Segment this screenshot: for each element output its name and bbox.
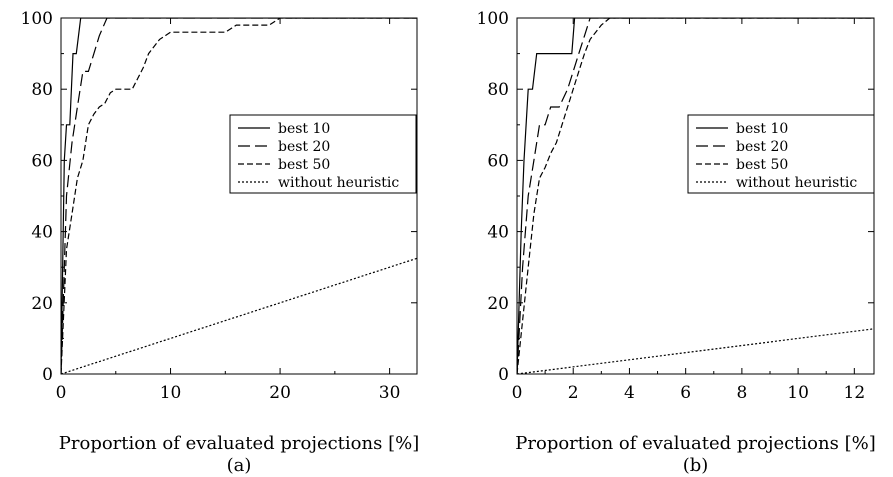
series-line-best-10 [61, 18, 417, 374]
y-tick-label: 60 [487, 151, 509, 171]
y-tick-label: 0 [42, 365, 53, 385]
x-tick-label: 0 [512, 383, 523, 403]
x-tick-label: 4 [624, 383, 635, 403]
panel-caption: (a) [227, 455, 252, 476]
y-tick-label: 40 [487, 223, 509, 243]
y-tick-label: 100 [21, 9, 53, 29]
y-tick-label: 100 [477, 9, 509, 29]
series-line-without-heuristic [517, 328, 874, 374]
legend-label: best 20 [736, 139, 788, 155]
y-tick-label: 20 [487, 294, 509, 314]
x-tick-label: 8 [736, 383, 747, 403]
x-tick-label: 10 [787, 383, 809, 403]
legend-label: best 20 [278, 139, 330, 155]
panel-caption: (b) [683, 455, 709, 476]
x-tick-label: 0 [56, 383, 67, 403]
plot-frame [516, 17, 875, 375]
y-tick-label: 80 [487, 80, 509, 100]
chart-panel-0: 0 10 20 30 0 20 40 60 80 100 best 10 best 20 best 50… [21, 9, 420, 476]
legend-label: best 10 [736, 121, 788, 137]
series-line-without-heuristic [61, 257, 417, 374]
series-line-best-50 [517, 18, 874, 374]
legend-label: best 50 [278, 157, 330, 173]
series-line-best-20 [61, 18, 417, 374]
x-tick-label: 10 [160, 383, 182, 403]
x-tick-label: 2 [568, 383, 579, 403]
x-tick-label: 20 [269, 383, 291, 403]
x-tick-label: 6 [680, 383, 691, 403]
legend-label: without heuristic [278, 175, 399, 191]
y-tick-label: 0 [498, 365, 509, 385]
y-tick-label: 20 [31, 294, 53, 314]
y-tick-label: 80 [31, 80, 53, 100]
y-tick-label: 60 [31, 151, 53, 171]
series-line-best-50 [61, 18, 417, 374]
y-tick-label: 40 [31, 223, 53, 243]
plot-frame [60, 17, 418, 375]
series-line-best-10 [517, 18, 874, 374]
series-line-best-20 [517, 18, 874, 374]
x-axis-title: Proportion of evaluated projections [%] [59, 433, 419, 454]
x-tick-label: 30 [379, 383, 401, 403]
legend-label: best 10 [278, 121, 330, 137]
chart-panel-1: 0 2 4 6 8 10 12 0 20 40 60 80 100 best 10 best 20 best … [477, 9, 876, 476]
x-tick-label: 12 [844, 383, 866, 403]
legend-label: best 50 [736, 157, 788, 173]
legend-label: without heuristic [736, 175, 857, 191]
x-axis-title: Proportion of evaluated projections [%] [515, 433, 875, 454]
